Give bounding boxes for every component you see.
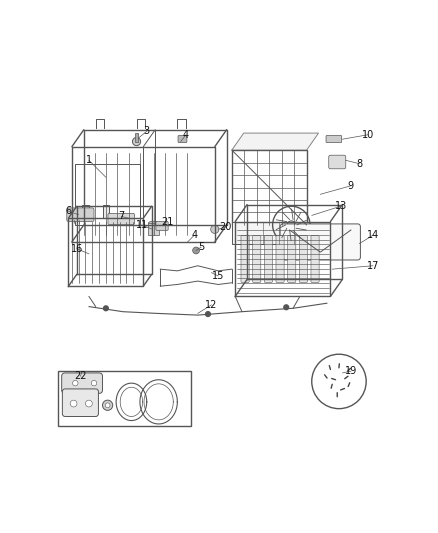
Bar [231, 150, 306, 225]
Text: 7: 7 [118, 212, 124, 221]
Text: 8: 8 [356, 159, 362, 169]
Text: 12: 12 [205, 300, 217, 310]
Circle shape [205, 312, 210, 317]
Circle shape [91, 381, 96, 386]
Text: 16: 16 [71, 244, 83, 254]
Bar [231, 222, 309, 244]
Text: 21: 21 [161, 216, 173, 227]
Circle shape [192, 247, 199, 254]
FancyBboxPatch shape [287, 236, 295, 282]
Text: 1: 1 [86, 155, 92, 165]
Circle shape [286, 221, 295, 229]
Text: 14: 14 [366, 230, 378, 240]
FancyBboxPatch shape [155, 222, 168, 230]
Circle shape [103, 306, 108, 311]
FancyBboxPatch shape [325, 135, 341, 143]
Polygon shape [231, 133, 318, 150]
Text: 4: 4 [191, 230, 197, 240]
Circle shape [70, 400, 77, 407]
FancyBboxPatch shape [299, 236, 307, 282]
FancyBboxPatch shape [276, 236, 283, 282]
Text: 5: 5 [198, 242, 204, 252]
Circle shape [311, 354, 365, 409]
FancyBboxPatch shape [62, 389, 98, 416]
FancyBboxPatch shape [61, 373, 102, 393]
FancyBboxPatch shape [264, 236, 272, 282]
FancyBboxPatch shape [310, 236, 318, 282]
Circle shape [283, 305, 288, 310]
FancyBboxPatch shape [252, 236, 260, 282]
Text: 13: 13 [334, 201, 346, 211]
Bar [148, 223, 158, 235]
Circle shape [72, 381, 78, 386]
Bar [82, 205, 88, 218]
Text: 20: 20 [218, 222, 231, 232]
Bar [134, 133, 138, 142]
FancyBboxPatch shape [108, 213, 134, 224]
Circle shape [102, 400, 113, 410]
Text: 9: 9 [347, 181, 353, 191]
FancyBboxPatch shape [279, 224, 360, 260]
Text: 3: 3 [143, 126, 149, 136]
Text: 17: 17 [366, 261, 378, 271]
Circle shape [132, 138, 140, 146]
Text: 22: 22 [74, 372, 86, 381]
FancyBboxPatch shape [240, 236, 249, 282]
Circle shape [105, 403, 110, 408]
FancyBboxPatch shape [67, 208, 94, 222]
Text: 19: 19 [344, 366, 356, 376]
Ellipse shape [148, 221, 158, 225]
Bar [58, 371, 191, 426]
Text: 6: 6 [65, 206, 71, 216]
Bar [75, 164, 139, 225]
Circle shape [85, 400, 92, 407]
FancyBboxPatch shape [328, 155, 345, 169]
Text: 4: 4 [182, 130, 188, 140]
Text: 10: 10 [361, 130, 373, 140]
Circle shape [210, 225, 219, 233]
Text: 11: 11 [135, 220, 148, 230]
Bar [102, 205, 109, 218]
Text: 15: 15 [212, 271, 224, 281]
FancyBboxPatch shape [178, 135, 187, 143]
